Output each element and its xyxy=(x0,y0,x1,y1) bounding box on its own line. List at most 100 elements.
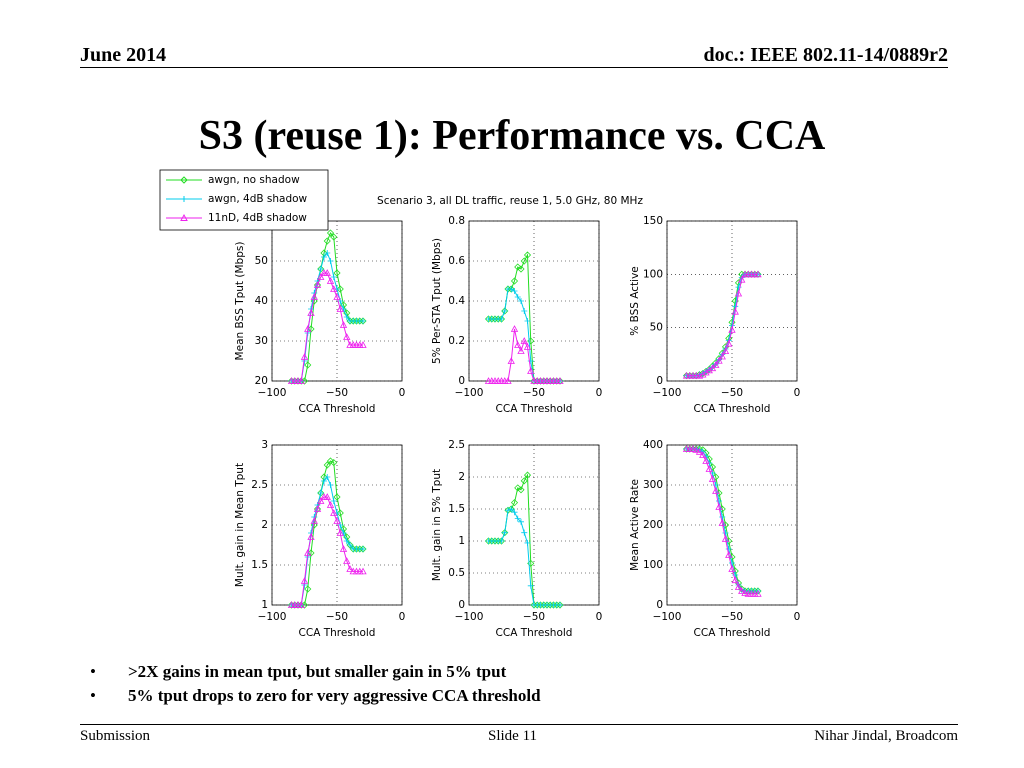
y-tick-label: 2 xyxy=(458,471,465,483)
marker xyxy=(738,275,746,283)
marker xyxy=(336,285,344,293)
marker xyxy=(741,589,749,596)
marker xyxy=(725,546,732,552)
marker xyxy=(297,377,305,384)
bullet-list: >2X gains in mean tput, but smaller gain… xyxy=(90,660,541,708)
y-tick-label: 0 xyxy=(656,375,663,387)
marker xyxy=(523,343,532,350)
marker xyxy=(695,447,704,455)
marker xyxy=(327,482,334,488)
x-tick-label: 0 xyxy=(794,387,801,399)
x-axis-label: CCA Threshold xyxy=(694,403,771,415)
x-tick-label: 0 xyxy=(596,387,603,399)
series xyxy=(484,325,564,384)
y-tick-label: 2.5 xyxy=(251,479,268,491)
marker xyxy=(520,337,528,344)
marker xyxy=(734,289,743,297)
marker xyxy=(330,285,338,292)
marker xyxy=(728,325,736,333)
y-tick-label: 0.6 xyxy=(448,255,465,267)
marker xyxy=(514,484,522,492)
y-tick-label: 1 xyxy=(458,535,465,547)
x-tick-label: −50 xyxy=(326,611,348,623)
marker xyxy=(728,565,736,572)
marker xyxy=(317,266,324,272)
marker xyxy=(326,501,335,508)
marker xyxy=(313,505,322,513)
y-tick-label: 50 xyxy=(255,255,268,267)
y-tick-label: 0 xyxy=(656,599,663,611)
x-tick-label: −50 xyxy=(523,611,545,623)
y-tick-label: 100 xyxy=(643,559,663,571)
marker xyxy=(692,445,700,453)
marker xyxy=(501,308,508,314)
marker xyxy=(324,474,331,480)
marker xyxy=(514,515,521,522)
legend-label: awgn, no shadow xyxy=(208,174,300,186)
marker xyxy=(507,357,515,364)
marker xyxy=(556,377,564,384)
marker xyxy=(712,361,720,368)
marker xyxy=(333,517,341,524)
marker xyxy=(702,368,710,376)
marker xyxy=(323,493,331,500)
x-tick-label: 0 xyxy=(596,611,603,623)
x-tick-label: 0 xyxy=(794,611,801,623)
marker xyxy=(330,233,338,241)
marker xyxy=(339,545,348,552)
marker xyxy=(520,477,528,485)
marker xyxy=(721,535,730,542)
marker xyxy=(343,333,351,340)
plot-frame xyxy=(666,444,798,606)
marker xyxy=(326,277,335,284)
marker xyxy=(731,576,739,584)
y-axis-label: 5% Per-STA Tput (Mbps) xyxy=(431,238,443,364)
y-axis-label: Mult. gain in Mean Tput xyxy=(234,463,246,587)
marker xyxy=(336,509,344,517)
marker xyxy=(333,493,341,501)
marker xyxy=(330,498,337,504)
y-tick-label: 0 xyxy=(458,375,465,387)
marker xyxy=(716,498,722,504)
marker xyxy=(524,539,531,546)
marker xyxy=(508,286,515,292)
marker xyxy=(359,341,367,348)
marker xyxy=(310,517,318,524)
y-tick-label: 40 xyxy=(255,295,268,307)
marker xyxy=(725,339,733,347)
marker xyxy=(304,361,312,369)
marker xyxy=(520,257,528,265)
marker xyxy=(527,358,534,364)
y-tick-label: 0.8 xyxy=(448,215,465,227)
marker xyxy=(330,459,338,467)
footer-center: Slide 11 xyxy=(488,728,538,744)
marker xyxy=(508,506,515,512)
y-axis-label: Mult. gain in 5% Tput xyxy=(431,469,443,581)
marker xyxy=(180,176,188,184)
x-tick-label: −50 xyxy=(326,387,348,399)
x-tick-label: −50 xyxy=(523,387,545,399)
marker xyxy=(715,356,723,364)
marker xyxy=(323,269,331,276)
series xyxy=(682,445,762,597)
series xyxy=(287,269,367,384)
marker xyxy=(510,499,519,507)
y-tick-label: 1.5 xyxy=(448,503,465,515)
slide-title: S3 (reuse 1): Performance vs. CCA xyxy=(198,113,826,159)
marker xyxy=(326,229,335,237)
marker xyxy=(360,546,366,552)
marker xyxy=(702,457,710,464)
data-line xyxy=(291,496,363,606)
y-tick-label: 0.2 xyxy=(448,335,465,347)
marker xyxy=(754,589,762,597)
bullet: >2X gains in mean tput, but smaller gain… xyxy=(90,660,541,684)
marker xyxy=(310,521,318,529)
marker xyxy=(310,297,318,305)
marker xyxy=(330,509,338,516)
marker xyxy=(689,445,697,452)
marker xyxy=(323,461,331,469)
marker xyxy=(718,352,726,360)
marker xyxy=(712,487,720,494)
marker xyxy=(524,318,531,324)
x-axis-label: CCA Threshold xyxy=(694,627,771,639)
